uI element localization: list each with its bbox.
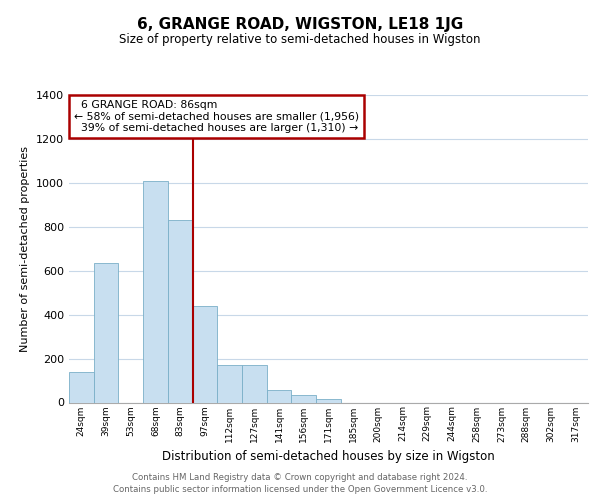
Bar	[217, 365, 242, 403]
Text: Contains public sector information licensed under the Open Government Licence v3: Contains public sector information licen…	[113, 485, 487, 494]
Text: Contains HM Land Registry data © Crown copyright and database right 2024.: Contains HM Land Registry data © Crown c…	[132, 472, 468, 482]
Bar	[242, 365, 267, 403]
Bar	[267, 390, 292, 402]
Y-axis label: Number of semi-detached properties: Number of semi-detached properties	[20, 146, 31, 352]
Text: 6, GRANGE ROAD, WIGSTON, LE18 1JG: 6, GRANGE ROAD, WIGSTON, LE18 1JG	[137, 18, 463, 32]
Bar	[193, 306, 217, 402]
Bar	[94, 263, 118, 402]
Bar	[292, 395, 316, 402]
Bar	[168, 220, 193, 402]
Text: 6 GRANGE ROAD: 86sqm
← 58% of semi-detached houses are smaller (1,956)
  39% of : 6 GRANGE ROAD: 86sqm ← 58% of semi-detac…	[74, 100, 359, 133]
X-axis label: Distribution of semi-detached houses by size in Wigston: Distribution of semi-detached houses by …	[162, 450, 495, 463]
Bar	[69, 372, 94, 402]
Bar	[316, 399, 341, 402]
Text: Size of property relative to semi-detached houses in Wigston: Size of property relative to semi-detach…	[119, 32, 481, 46]
Bar	[143, 180, 168, 402]
